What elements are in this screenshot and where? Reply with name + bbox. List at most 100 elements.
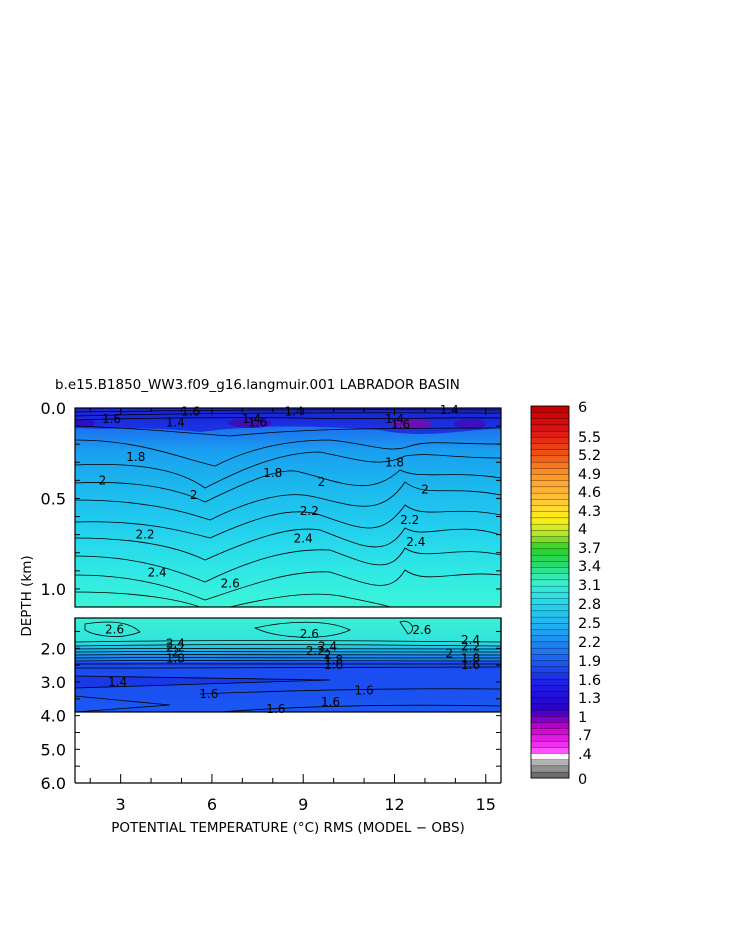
colorbar-label: 6 (578, 400, 587, 416)
contour-label: 2.4 (166, 636, 185, 650)
colorbar-label: .4 (578, 747, 592, 763)
contour-label: 1.4 (166, 415, 185, 429)
colorbar-label: 4.3 (578, 504, 601, 520)
colorbar-label: 2.5 (578, 616, 601, 632)
contour-label: 2.4 (406, 535, 425, 549)
contour-label: 2.4 (294, 531, 313, 545)
colorbar-swatch (530, 480, 570, 488)
contour-labels: 1.41.6 1.41.6 1.41.6 1.41.61.41.81.81.82222… (99, 403, 481, 716)
contour-label: 1.6 (181, 405, 200, 419)
x-tick-label: 12 (384, 795, 404, 814)
colorbar-swatch (530, 591, 570, 599)
colorbar-swatch (530, 467, 570, 475)
colorbar-label: 0 (578, 772, 587, 788)
contour-label: 1.6 (324, 658, 343, 672)
colorbar: 6 5.5 5.2 4.9 4.6 4.3 4 3.7 3.4 3.1 2.8 2.5 2.2 1.9 1.… (530, 400, 601, 788)
contour-label: 1.8 (126, 450, 145, 464)
colorbar-swatch (530, 405, 570, 413)
contour-label: 2.6 (412, 623, 431, 637)
colorbar-swatch (530, 722, 570, 729)
colorbar-label: 1.9 (578, 654, 601, 670)
y-tick-label: 3.0 (41, 673, 66, 692)
colorbar-swatch (530, 418, 570, 426)
colorbar-swatch (530, 734, 570, 742)
colorbar-swatch (530, 554, 570, 562)
contour-label: 2.2 (461, 640, 480, 654)
contour-label: 1.6 (321, 695, 340, 709)
upper-hotspot-1 (228, 418, 272, 428)
chart-title: b.e15.B1850_WW3.f09_g16.langmuir.001 LAB… (55, 377, 460, 393)
colorbar-swatch (530, 740, 570, 748)
contour-label: 1.6 (266, 702, 285, 716)
colorbar-swatch (530, 660, 570, 667)
colorbar-swatch (530, 579, 570, 587)
colorbar-label: 5.2 (578, 448, 601, 464)
colorbar-label: 4.6 (578, 485, 601, 501)
upper-hotspot-2 (392, 419, 432, 429)
colorbar-swatch (530, 517, 570, 525)
contour-label: 1.6 (461, 658, 480, 672)
colorbar-swatch (530, 511, 570, 519)
colorbar-swatch (530, 666, 570, 674)
contour-label: 2.2 (135, 528, 154, 542)
contour-label: 1.8 (166, 651, 185, 665)
colorbar-swatch (530, 728, 570, 736)
colorbar-swatch (530, 598, 570, 605)
colorbar-swatch (530, 529, 570, 537)
colorbar-swatch (530, 653, 570, 661)
contour-label: 1.8 (324, 653, 343, 667)
contour-label: 2.4 (148, 566, 167, 580)
contour-label: 1.4 (285, 405, 304, 419)
contour-label: 1.8 (461, 651, 480, 665)
contour-label: 2.6 (105, 622, 124, 636)
x-tick-label: 15 (476, 795, 496, 814)
y-tick-label: 2.0 (41, 639, 66, 658)
y-tick-label: 0.0 (41, 399, 66, 418)
contour-label: 2 (421, 482, 429, 496)
x-tick-label: 3 (116, 795, 126, 814)
colorbar-swatch (530, 455, 570, 463)
colorbar-swatch (530, 486, 570, 494)
colorbar-swatch (530, 523, 570, 531)
y-tick-label: 1.0 (41, 580, 66, 599)
colorbar-label: 2.8 (578, 597, 601, 613)
colorbar-swatch (530, 548, 570, 556)
contour-label: 1.6 (199, 687, 218, 701)
y-axis-label: DEPTH (km) (19, 555, 35, 636)
colorbar-swatch (530, 759, 570, 767)
y-tick-label: 0.5 (41, 489, 66, 508)
colorbar-swatch (530, 691, 570, 698)
colorbar-label: 1.3 (578, 691, 601, 707)
colorbar-swatch (530, 536, 570, 543)
x-axis: 3 6 9 12 15 (89, 408, 496, 814)
axis-frame (74, 618, 502, 784)
colorbar-swatch (530, 641, 570, 649)
upper-panel (74, 407, 502, 608)
contour-label: 1.6 (248, 415, 267, 429)
colorbar-swatch (530, 765, 570, 773)
colorbar-swatch (530, 430, 570, 438)
colorbar-swatch (530, 684, 570, 692)
colorbar-swatch (530, 647, 570, 655)
colorbar-swatch (530, 635, 570, 643)
contour-label: 2 (318, 475, 326, 489)
colorbar-swatch (530, 474, 570, 481)
colorbar-swatch (530, 746, 570, 754)
colorbar-label: 1 (578, 710, 587, 726)
colorbar-swatch (530, 678, 570, 686)
colorbar-swatch (530, 542, 570, 550)
contour-label: 1.6 (391, 417, 410, 431)
colorbar-swatch (530, 449, 570, 457)
colorbar-swatch (530, 616, 570, 624)
colorbar-swatch (530, 622, 570, 630)
contour-label: 2.2 (166, 641, 185, 655)
colorbar-swatch (530, 610, 570, 618)
contour-label: 1.4 (242, 412, 261, 426)
colorbar-swatch (530, 573, 570, 581)
upper-hotspot-3 (454, 419, 486, 429)
lower-panel (74, 617, 502, 713)
colorbar-swatch (530, 703, 570, 711)
contour-label: 1.8 (385, 455, 404, 469)
contour-label: 2.6 (300, 627, 319, 641)
y-tick-label: 4.0 (41, 707, 66, 726)
